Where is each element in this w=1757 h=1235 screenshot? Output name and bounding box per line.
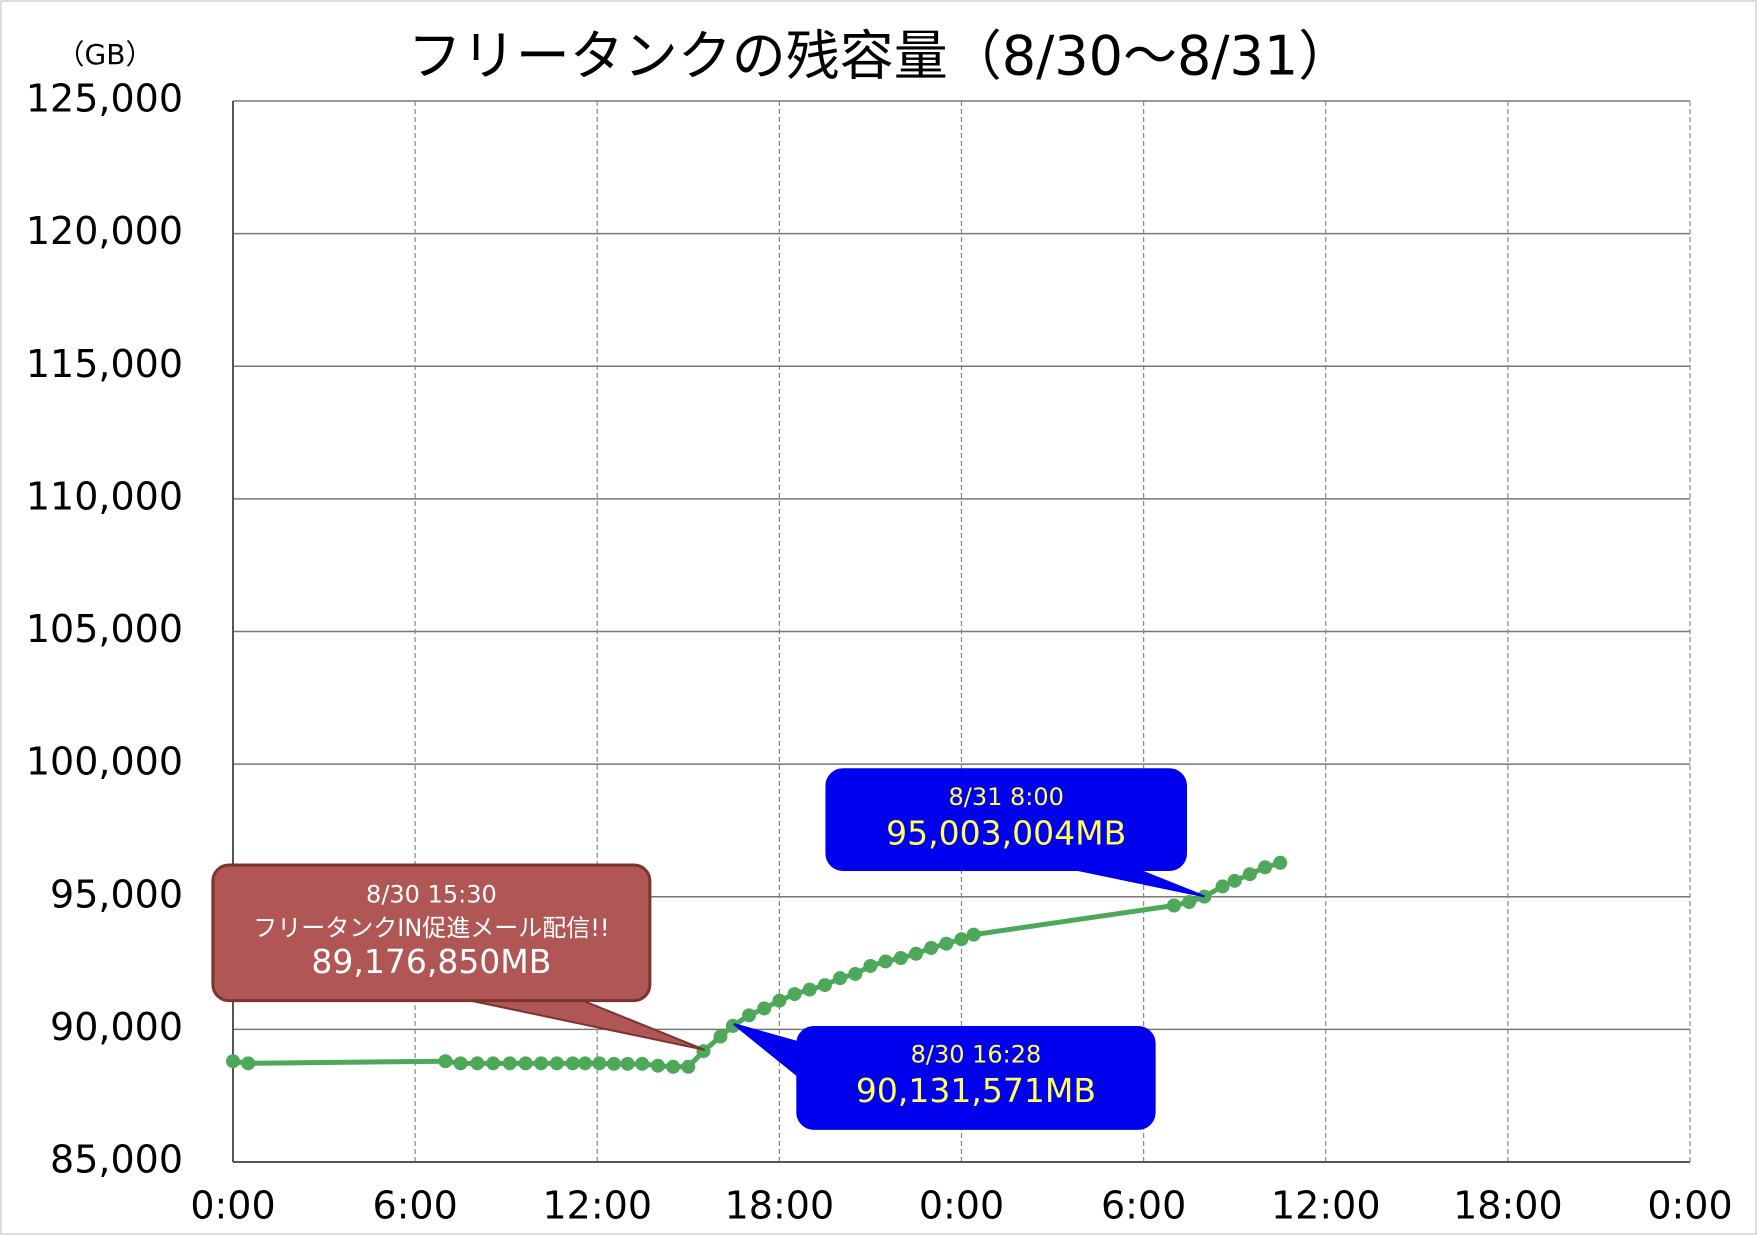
- callout-text: 90,131,571MB: [856, 1071, 1096, 1110]
- data-point: [565, 1056, 580, 1071]
- data-point: [681, 1059, 696, 1074]
- data-point: [848, 966, 863, 981]
- data-point: [666, 1059, 681, 1074]
- data-point: [1273, 855, 1288, 870]
- data-point: [742, 1008, 757, 1023]
- x-tick-label: 0:00: [190, 1184, 275, 1228]
- x-tick-label: 0:00: [919, 1184, 1004, 1228]
- data-point: [635, 1056, 650, 1071]
- x-tick-label: 0:00: [1647, 1184, 1732, 1228]
- callout-box: [825, 768, 1187, 872]
- data-point: [725, 1018, 740, 1033]
- data-point: [226, 1054, 240, 1069]
- y-tick-label: 125,000: [26, 77, 183, 121]
- data-point: [606, 1056, 621, 1071]
- callout-text: 8/30 16:28: [911, 1041, 1042, 1069]
- data-point: [470, 1056, 485, 1071]
- y-tick-label: 95,000: [50, 872, 183, 916]
- data-point: [486, 1056, 501, 1071]
- data-point: [1242, 867, 1257, 882]
- data-point: [787, 987, 802, 1002]
- x-tick-label: 18:00: [725, 1184, 835, 1228]
- y-tick-label: 85,000: [50, 1138, 183, 1182]
- data-point: [696, 1044, 711, 1059]
- x-tick-label: 12:00: [1271, 1184, 1381, 1228]
- y-unit: （GB）: [57, 38, 154, 71]
- data-point: [549, 1056, 564, 1071]
- series-line: [232, 860, 1281, 1070]
- callout-text: 8/30 15:30: [366, 880, 497, 908]
- data-point: [939, 936, 954, 951]
- data-point: [817, 978, 832, 993]
- data-point: [650, 1058, 665, 1073]
- data-point: [592, 1056, 607, 1071]
- callout-text: フリータンクIN促進メール配信!!: [253, 914, 609, 942]
- data-point: [878, 954, 893, 969]
- callout-text: 8/31 8:00: [948, 783, 1063, 811]
- data-point: [772, 993, 787, 1008]
- data-point: [620, 1056, 635, 1071]
- data-point: [1215, 879, 1230, 894]
- data-point: [453, 1056, 468, 1071]
- y-tick-label: 110,000: [26, 474, 183, 518]
- data-point: [518, 1056, 533, 1071]
- data-point: [863, 958, 878, 973]
- x-tick-label: 6:00: [1101, 1184, 1186, 1228]
- data-point: [713, 1029, 728, 1044]
- data-point: [438, 1054, 453, 1069]
- callout-box: [211, 863, 652, 1003]
- data-point: [578, 1056, 593, 1071]
- callout-text: 89,176,850MB: [311, 942, 551, 981]
- data-point: [502, 1056, 517, 1071]
- data-point: [1227, 873, 1242, 888]
- data-point: [924, 940, 939, 955]
- y-tick-label: 115,000: [26, 342, 183, 386]
- callout-box: [796, 1025, 1156, 1130]
- data-point: [833, 971, 848, 986]
- data-point: [908, 946, 923, 961]
- data-point: [1258, 860, 1273, 875]
- x-tick-label: 12:00: [542, 1184, 652, 1228]
- data-point: [757, 1001, 772, 1016]
- y-tick-label: 105,000: [26, 607, 183, 651]
- callout-text: 95,003,004MB: [886, 813, 1126, 852]
- chart-title: フリータンクの残容量（8/30～8/31）: [408, 25, 1353, 88]
- y-tick-label: 90,000: [50, 1005, 183, 1049]
- data-point: [1182, 895, 1197, 910]
- data-point: [534, 1056, 549, 1071]
- data-point: [802, 982, 817, 997]
- data-point: [1166, 898, 1181, 913]
- callout: 8/30 15:30 フリータンクIN促進メール配信!!89,176,850MB: [211, 863, 706, 1051]
- data-point: [241, 1056, 256, 1071]
- data-point: [954, 932, 969, 947]
- data-point: [966, 927, 981, 942]
- data-point: [893, 951, 908, 966]
- x-tick-label: 18:00: [1453, 1184, 1563, 1228]
- y-tick-label: 100,000: [26, 740, 183, 784]
- y-tick-label: 120,000: [26, 209, 183, 253]
- x-tick-label: 6:00: [372, 1184, 457, 1228]
